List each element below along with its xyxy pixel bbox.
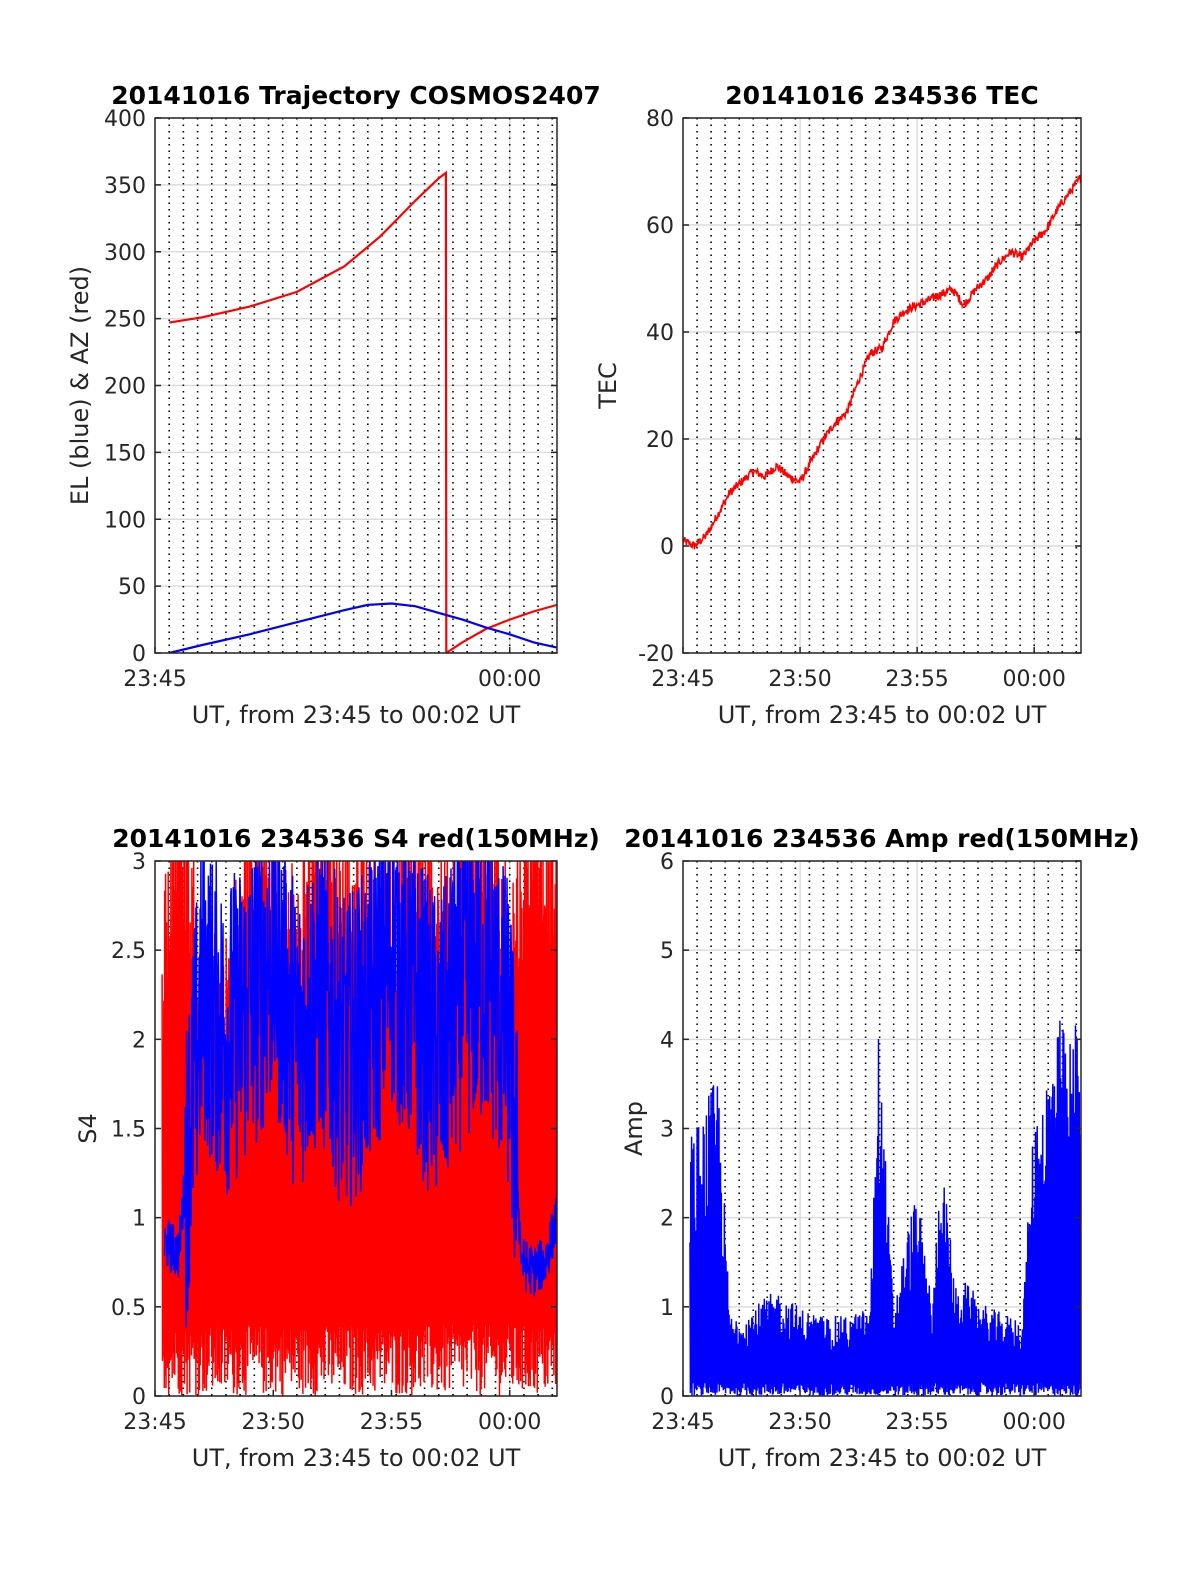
plot-area xyxy=(683,118,1081,653)
y-tick-label: 1 xyxy=(132,1207,146,1232)
y-tick-label: 60 xyxy=(646,214,674,239)
y-tick-label: 0 xyxy=(660,535,674,560)
x-axis-label: UT, from 23:45 to 00:02 UT xyxy=(718,701,1047,729)
y-tick-label: -20 xyxy=(638,642,674,667)
x-tick-label: 23:55 xyxy=(360,1410,423,1435)
x-tick-label: 23:50 xyxy=(242,1410,305,1435)
y-tick-label: 200 xyxy=(104,375,146,400)
x-tick-label: 23:55 xyxy=(885,1410,948,1435)
y-tick-label: 3 xyxy=(132,850,146,875)
y-tick-label: 4 xyxy=(660,1028,674,1053)
y-tick-label: 350 xyxy=(104,174,146,199)
x-tick-label: 00:00 xyxy=(1002,1410,1065,1435)
x-axis-label: UT, from 23:45 to 00:02 UT xyxy=(192,701,521,729)
x-tick-label: 23:45 xyxy=(651,1410,714,1435)
chart-panel-2: -20 0 20 40 60 80 23:45 23:50 23:55 00:00 20141016… xyxy=(594,81,1082,729)
y-axis-label: EL (blue) & AZ (red) xyxy=(66,266,94,505)
series-line-s4-blue xyxy=(163,861,557,1328)
x-tick-label: 23:50 xyxy=(768,1410,831,1435)
chart-title: 20141016 234536 Amp red(150MHz) xyxy=(624,824,1140,853)
series-line-amp xyxy=(689,1020,1081,1396)
y-tick-label: 300 xyxy=(104,241,146,266)
y-tick-label: 2 xyxy=(132,1028,146,1053)
axes-box xyxy=(682,117,1082,654)
x-tick-label: 00:00 xyxy=(478,1410,541,1435)
y-tick-label: 150 xyxy=(104,441,146,466)
data-layer xyxy=(168,170,557,653)
y-tick-label: 80 xyxy=(646,107,674,132)
y-tick-label: 100 xyxy=(104,508,146,533)
y-tick-label: 5 xyxy=(660,939,674,964)
series-line-az xyxy=(169,170,557,653)
y-tick-label: 400 xyxy=(104,107,146,132)
x-tick-label: 23:45 xyxy=(123,667,186,692)
y-axis-label: Amp xyxy=(620,1101,648,1156)
y-tick-label: 20 xyxy=(646,428,674,453)
y-tick-label: 2 xyxy=(660,1207,674,1232)
chart-panel-4: 0 1 2 3 4 5 6 23:45 23:50 23:55 00:00 20141016 2345… xyxy=(620,824,1140,1472)
y-axis-label: S4 xyxy=(74,1113,102,1144)
chart-title: 20141016 234536 TEC xyxy=(725,81,1038,110)
data-layer xyxy=(161,861,557,1396)
y-tick-label: 1 xyxy=(660,1296,674,1321)
chart-panel-3: 0 0.5 1 1.5 2 2.5 3 23:45 23:50 23:55 00:00 2014101… xyxy=(74,824,600,1472)
y-tick-label: 250 xyxy=(104,308,146,333)
y-axis-label: TEC xyxy=(594,362,622,410)
y-tick-label: 3 xyxy=(660,1118,674,1143)
chart-panel-1: 0 50 100 150 200 250 300 350 400 23:45 00:00 201410… xyxy=(66,81,601,729)
x-tick-label: 00:00 xyxy=(1002,667,1065,692)
x-axis-label: UT, from 23:45 to 00:02 UT xyxy=(192,1444,521,1472)
y-tick-label: 1.5 xyxy=(111,1118,146,1143)
y-tick-label: 6 xyxy=(660,850,674,875)
x-tick-label: 23:45 xyxy=(651,667,714,692)
y-tick-label: 0 xyxy=(132,1385,146,1410)
y-tick-label: 50 xyxy=(118,575,146,600)
y-tick-label: 0 xyxy=(660,1385,674,1410)
x-tick-label: 23:55 xyxy=(885,667,948,692)
series-line-tec xyxy=(683,174,1081,550)
chart-title: 20141016 Trajectory COSMOS2407 xyxy=(111,81,601,110)
series-line-el xyxy=(168,602,557,653)
x-tick-label: 23:50 xyxy=(768,667,831,692)
x-tick-label: 23:45 xyxy=(123,1410,186,1435)
y-tick-label: 0 xyxy=(132,642,146,667)
x-axis-label: UT, from 23:45 to 00:02 UT xyxy=(718,1444,1047,1472)
y-tick-label: 2.5 xyxy=(111,939,146,964)
x-tick-label: 00:00 xyxy=(478,667,541,692)
data-layer xyxy=(683,174,1081,550)
y-tick-label: 0.5 xyxy=(111,1296,146,1321)
chart-title: 20141016 234536 S4 red(150MHz) xyxy=(112,824,600,853)
y-tick-label: 40 xyxy=(646,321,674,346)
data-layer xyxy=(689,1020,1081,1396)
